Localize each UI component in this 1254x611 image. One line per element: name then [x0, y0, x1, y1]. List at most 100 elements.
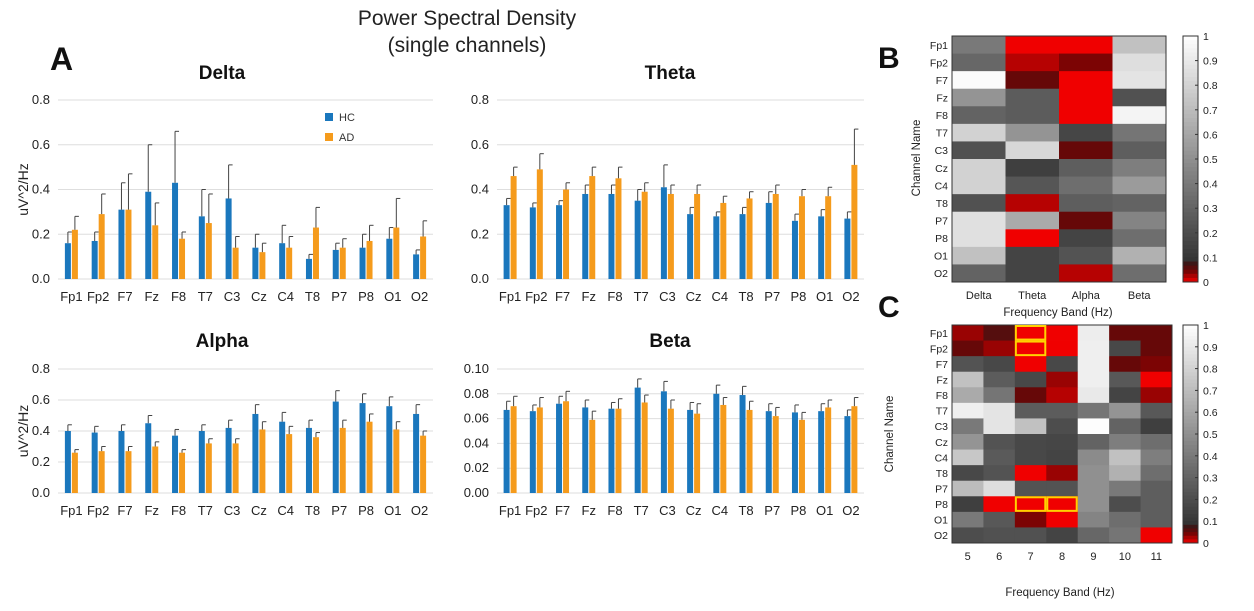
- colorbar-segment: [1183, 265, 1198, 271]
- heatmap-cell: [1109, 511, 1141, 528]
- row-label: F7: [936, 359, 948, 371]
- colorbar-segment: [1183, 228, 1198, 234]
- bar-hc: [529, 411, 536, 493]
- colorbar-segment: [1183, 232, 1198, 238]
- colorbar-segment: [1183, 492, 1198, 497]
- colorbar-segment: [1183, 357, 1198, 362]
- bar-hc: [660, 391, 667, 493]
- bar-ad: [179, 238, 186, 279]
- legend-swatch-hc: [325, 113, 333, 121]
- x-tick-label: F8: [171, 289, 186, 304]
- x-tick-label: F8: [607, 289, 622, 304]
- colorbar-segment: [1183, 506, 1198, 511]
- x-tick-label: P7: [764, 503, 780, 518]
- colorbar-segment: [1183, 220, 1198, 225]
- colorbar-segment: [1183, 163, 1198, 168]
- x-tick-label: O1: [816, 289, 833, 304]
- y-tick-label: 0.8: [471, 92, 489, 107]
- heatmap-cell: [1140, 340, 1173, 357]
- colorbar-tick-label: 0.1: [1203, 252, 1218, 264]
- colorbar-segment: [1183, 216, 1198, 221]
- bar-hc: [118, 209, 125, 279]
- bar-ad: [851, 406, 858, 493]
- colorbar-tick-label: 0.8: [1203, 364, 1218, 376]
- row-label: C4: [935, 180, 949, 192]
- heatmap-cell: [1112, 123, 1167, 142]
- heatmap-cell: [952, 53, 1006, 72]
- row-label: Cz: [935, 437, 948, 449]
- heatmap-cell: [1005, 159, 1060, 177]
- colorbar-segment: [1183, 208, 1198, 213]
- heatmap-cell: [1140, 356, 1173, 373]
- bar-hc: [739, 214, 746, 279]
- row-label: O1: [934, 515, 948, 527]
- heatmap-cell: [1014, 449, 1047, 466]
- colorbar-segment: [1183, 423, 1198, 428]
- heatmap-cell: [952, 141, 1006, 160]
- colorbar-segment: [1183, 495, 1198, 500]
- bar-ad: [563, 189, 570, 279]
- y-tick-label: 0.0: [32, 271, 50, 286]
- colorbar-segment: [1183, 444, 1198, 449]
- bar-ad: [667, 193, 674, 279]
- bar-ad: [420, 236, 427, 279]
- y-axis-label: uV^2/Hz: [15, 405, 31, 457]
- heatmap-cell: [952, 71, 1006, 90]
- panel-label-b: B: [878, 42, 900, 75]
- colorbar-segment: [1183, 89, 1198, 94]
- bar-hc: [413, 413, 420, 493]
- bar-ad: [851, 164, 858, 279]
- highlight-box: [1046, 496, 1078, 512]
- y-axis-label: Channel Name: [911, 120, 923, 197]
- x-tick-label: F7: [555, 503, 570, 518]
- heatmap-cell: [1112, 53, 1167, 72]
- row-label: F8: [936, 390, 948, 402]
- colorbar-tick-label: 0.9: [1203, 342, 1218, 354]
- colorbar-segment: [1183, 430, 1198, 435]
- colorbar-segment: [1183, 455, 1198, 460]
- heatmap-cell: [1109, 418, 1141, 435]
- heatmap-cell: [983, 325, 1016, 341]
- colorbar-segment: [1183, 64, 1198, 70]
- colorbar-segment: [1183, 52, 1198, 57]
- heatmap-cell: [1112, 36, 1167, 54]
- heatmap-cell: [952, 176, 1006, 195]
- heatmap-cell: [1059, 246, 1113, 265]
- heatmap-cell: [952, 434, 984, 450]
- colorbar-segment: [1183, 412, 1198, 417]
- colorbar-segment: [1183, 97, 1198, 102]
- heatmap-cell: [1077, 371, 1110, 388]
- colorbar-segment: [1183, 236, 1198, 242]
- heatmap-b: Fp1 Fp2 F7 Fz F8 T7 C3 Cz C4 T8 P7 P8 O1 O2 Delta Theta…: [911, 31, 1218, 319]
- heatmap-cell: [1059, 141, 1113, 160]
- y-tick-label: 0.2: [32, 226, 50, 241]
- heatmap-cell: [1014, 325, 1047, 341]
- row-label: O2: [934, 530, 948, 542]
- colorbar-segment: [1183, 241, 1198, 246]
- heatmap-cell: [952, 465, 984, 482]
- bar-ad: [232, 247, 239, 279]
- colorbar-segment: [1183, 437, 1198, 442]
- column-label: Alpha: [1072, 290, 1101, 302]
- heatmap-cell: [1005, 106, 1060, 125]
- heatmap-cell: [1046, 496, 1079, 513]
- heatmap-cell: [1046, 325, 1079, 341]
- colorbar-segment: [1183, 68, 1198, 74]
- colorbar-segment: [1183, 346, 1198, 351]
- colorbar-segment: [1183, 48, 1198, 53]
- colorbar-segment: [1183, 159, 1198, 164]
- x-tick-label: O2: [411, 503, 428, 518]
- heatmap-cell: [1059, 229, 1113, 248]
- heatmap-cell: [1014, 387, 1047, 404]
- colorbar-segment: [1183, 335, 1198, 340]
- colorbar-segment: [1183, 532, 1198, 537]
- bar-ad: [798, 419, 805, 493]
- bar-hc: [145, 191, 152, 279]
- column-label: 6: [996, 551, 1002, 563]
- colorbar-segment: [1183, 361, 1198, 366]
- x-tick-label: Fz: [145, 289, 159, 304]
- bar-hc: [64, 243, 71, 279]
- colorbar-tick-label: 0.7: [1203, 105, 1218, 117]
- bar-ad: [286, 434, 293, 493]
- bar-hc: [305, 427, 312, 493]
